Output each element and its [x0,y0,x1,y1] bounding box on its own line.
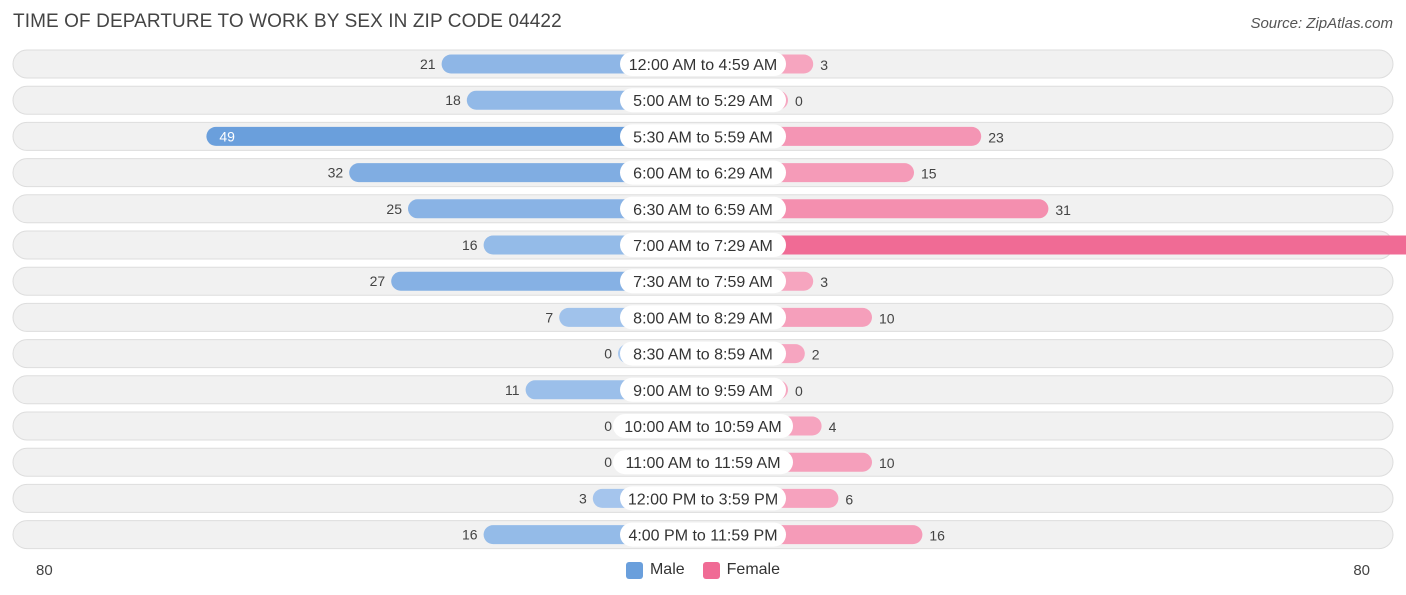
female-value-label: 16 [929,528,945,544]
axis-right-max-label: 80 [1353,562,1370,579]
female-value-label: 15 [921,166,937,182]
category-label-pill [620,160,786,185]
category-label-pill [620,377,786,402]
legend-swatch-male [625,561,643,579]
category-label-pill [620,124,786,149]
female-value-label: 10 [879,455,895,471]
legend-item-female: Female [702,561,781,579]
male-value-label: 11 [505,382,520,398]
female-value-label: 3 [820,57,828,73]
category-label-pill [620,52,786,76]
male-value-label: 7 [545,309,553,325]
category-label: 5:30 AM to 5:59 AM [633,129,773,146]
male-value-label: 18 [445,92,461,108]
category-label: 11:00 AM to 11:59 AM [625,455,780,472]
female-value-label: 10 [879,310,895,326]
male-value-label: 16 [462,527,478,543]
male-value-label: 0 [604,346,612,362]
male-value-label: 21 [420,56,436,72]
category-label-pill [620,269,786,294]
category-label: 10:00 AM to 10:59 AM [624,419,781,436]
chart-title: TIME OF DEPARTURE TO WORK BY SEX IN ZIP … [13,11,562,32]
legend-label-male: Male [649,561,685,578]
male-value-label: 27 [370,273,386,289]
female-value-label: 23 [988,129,1004,145]
category-label-pill [620,522,786,547]
category-label-pill [620,486,786,511]
category-label: 7:30 AM to 7:59 AM [633,274,773,291]
female-value-label: 0 [795,383,803,399]
female-bar [703,199,1049,219]
male-value-label: 32 [328,165,344,181]
category-label: 6:00 AM to 6:29 AM [633,166,773,183]
male-value-label: 49 [219,128,235,144]
category-label: 5:00 AM to 5:29 AM [633,93,773,110]
female-value-label: 4 [829,419,837,435]
male-value-label: 25 [386,201,402,217]
male-bar [206,126,703,146]
category-label: 4:00 PM to 11:59 PM [628,528,777,545]
legend: Male Female [0,561,1406,579]
male-value-label: 16 [462,237,478,253]
legend-swatch-female [702,561,720,579]
source-note: Source: ZipAtlas.com [1250,15,1393,32]
category-label-pill [620,341,786,366]
category-label: 12:00 PM to 3:59 PM [628,491,778,508]
female-bar [703,235,1406,255]
category-label-pill [613,414,793,438]
category-label: 8:00 AM to 8:29 AM [633,310,773,327]
legend-item-male: Male [625,561,685,579]
category-label: 9:00 AM to 9:59 AM [633,383,773,400]
category-label: 7:00 AM to 7:29 AM [633,238,773,255]
male-value-label: 3 [579,490,587,506]
axis-left-max-label: 80 [36,562,53,579]
male-value-label: 0 [604,418,612,434]
female-value-label: 6 [845,491,853,507]
female-value-label: 2 [812,347,820,363]
female-value-label: 31 [1055,202,1071,218]
category-label: 12:00 AM to 4:59 AM [629,57,778,74]
female-value-label: 0 [795,93,803,109]
male-value-label: 0 [604,454,612,470]
category-label-pill [620,233,786,257]
legend-label-female: Female [726,561,781,578]
female-value-label: 3 [820,274,828,290]
category-label-pill [613,450,793,475]
category-label: 8:30 AM to 8:59 AM [633,347,773,364]
category-label-pill [620,196,786,221]
category-label: 6:30 AM to 6:59 AM [633,202,773,219]
category-label-pill [620,88,786,113]
category-label-pill [620,305,786,330]
male-bar [349,163,703,183]
